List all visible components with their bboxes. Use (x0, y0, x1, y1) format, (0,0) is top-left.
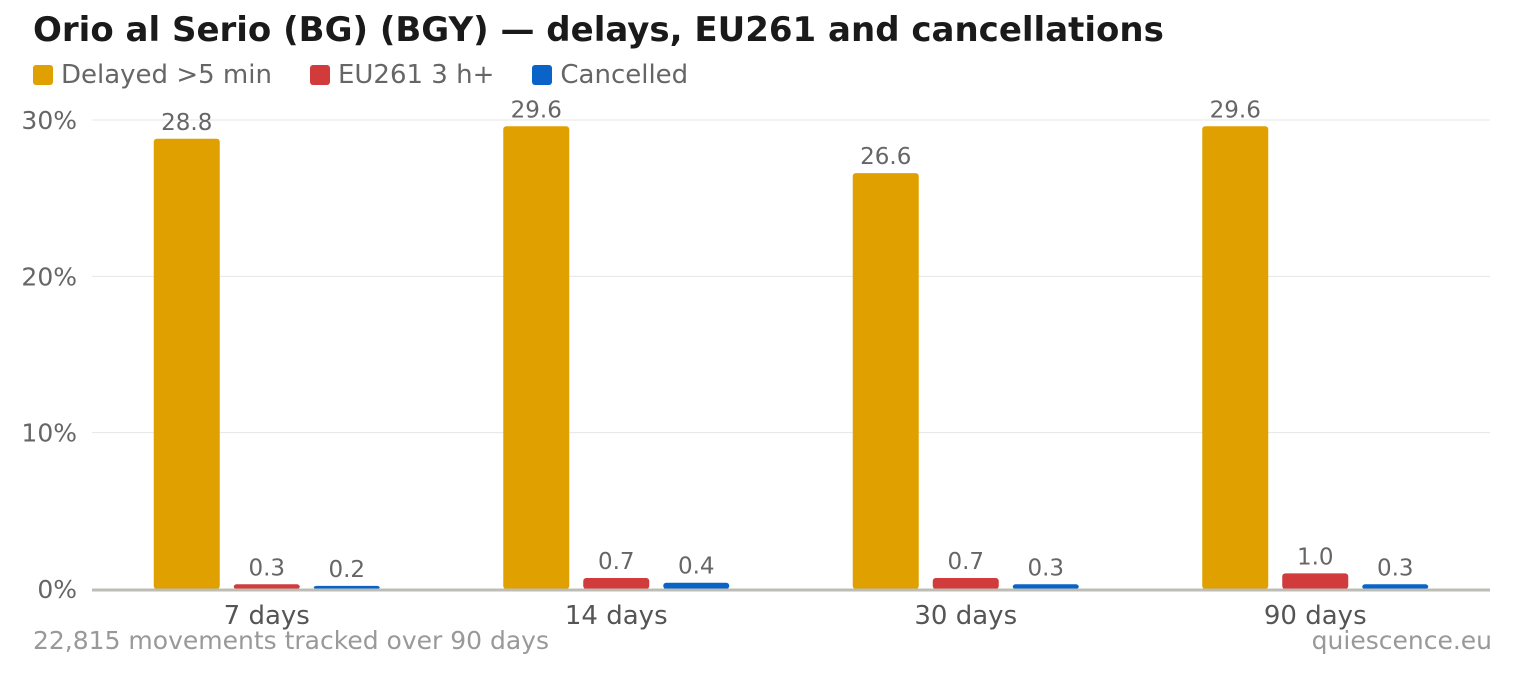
legend-swatch-cancelled (532, 65, 553, 85)
y-tick-label: 30% (21, 106, 77, 135)
legend-item-cancelled: Cancelled (532, 60, 688, 90)
bar (503, 126, 570, 590)
chart-title: Orio al Serio (BG) (BGY) — delays, EU261… (33, 10, 1164, 50)
footer-note: 22,815 movements tracked over 90 days (33, 626, 549, 655)
y-tick-label: 0% (37, 575, 77, 604)
bar (233, 584, 300, 589)
bar (1282, 573, 1349, 589)
bar (932, 578, 999, 589)
bar (153, 138, 220, 589)
bar (852, 173, 919, 590)
legend-item-eu261: EU261 3 h+ (309, 60, 495, 90)
legend-label-cancelled: Cancelled (560, 60, 689, 90)
legend-swatch-delayed (33, 65, 53, 85)
data-label: 29.6 (511, 97, 562, 123)
data-label: 0.3 (1377, 555, 1414, 581)
data-label: 0.7 (598, 549, 635, 575)
legend-item-delayed: Delayed >5 min (33, 60, 272, 90)
data-label: 0.2 (328, 557, 365, 583)
bar (583, 578, 650, 589)
legend-label-delayed: Delayed >5 min (61, 60, 272, 90)
data-label: 0.4 (678, 554, 715, 580)
bar (313, 585, 380, 589)
bar (1202, 126, 1269, 590)
x-tick-label: 90 days (1264, 601, 1367, 631)
legend: Delayed >5 min EU261 3 h+ Cancelled (33, 60, 726, 90)
data-label: 28.8 (161, 110, 212, 136)
data-label: 0.3 (1027, 555, 1064, 581)
bar (1012, 584, 1079, 589)
data-label: 0.3 (248, 555, 285, 581)
x-tick-label: 7 days (224, 601, 310, 631)
data-label: 29.6 (1210, 97, 1261, 123)
bar (663, 582, 730, 589)
data-label: 1.0 (1297, 544, 1334, 570)
data-label: 0.7 (947, 549, 984, 575)
x-tick-label: 14 days (565, 601, 668, 631)
y-tick-label: 10% (21, 419, 77, 448)
legend-label-eu261: EU261 3 h+ (337, 60, 495, 90)
data-label: 26.6 (860, 144, 911, 170)
x-tick-label: 30 days (914, 601, 1017, 631)
footer-source: quiescence.eu (1311, 626, 1492, 655)
y-tick-label: 20% (21, 262, 77, 291)
legend-swatch-eu261 (309, 65, 330, 85)
bar (1362, 584, 1429, 589)
